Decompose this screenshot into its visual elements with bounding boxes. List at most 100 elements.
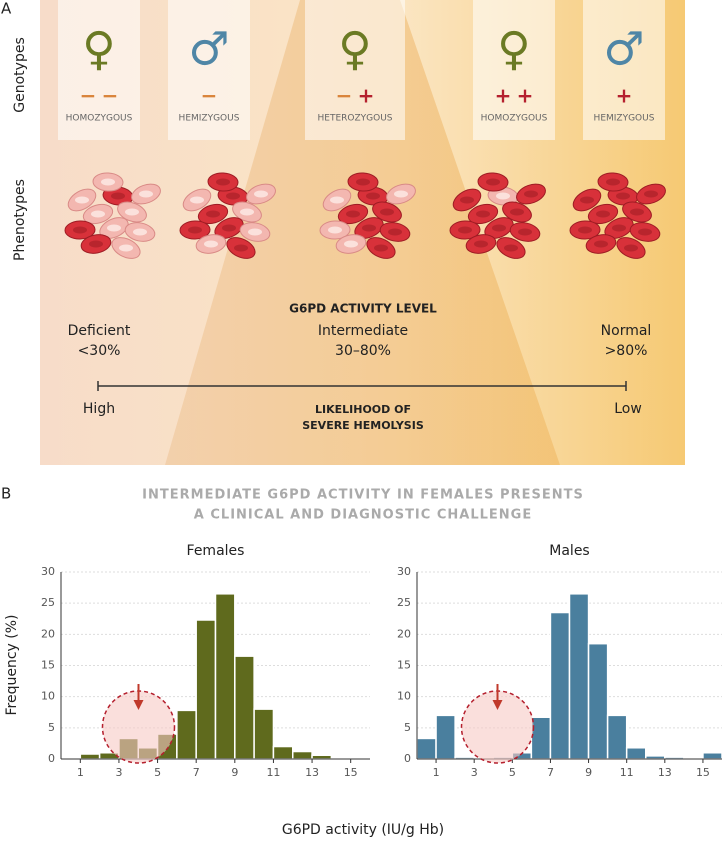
cell-center xyxy=(638,228,652,236)
x-tick-label: 15 xyxy=(344,766,358,779)
bar xyxy=(195,619,217,760)
bar xyxy=(272,745,294,760)
y-tick-label: 25 xyxy=(41,596,55,609)
figure-title: A CLINICAL AND DIAGNOSTIC CHALLENGE xyxy=(194,508,532,523)
cell-center xyxy=(125,208,139,216)
cell-center xyxy=(73,226,87,234)
genotype-box xyxy=(58,0,140,140)
cell-center xyxy=(226,192,240,200)
hemolysis-title: LIKELIHOOD OF xyxy=(315,403,411,416)
y-tick-label: 5 xyxy=(404,721,411,734)
cell-center xyxy=(644,190,658,198)
bar xyxy=(625,747,647,760)
y-tick-label: 30 xyxy=(41,565,55,578)
cell-center xyxy=(578,226,592,234)
y-tick-label: 0 xyxy=(404,752,411,765)
sex-symbol: ♂ xyxy=(188,22,229,76)
y-axis-label: Frequency (%) xyxy=(4,614,20,715)
x-tick-label: 11 xyxy=(266,766,280,779)
cell-center xyxy=(524,190,538,198)
bar xyxy=(549,611,571,760)
x-tick-label: 11 xyxy=(620,766,634,779)
genotype-box xyxy=(473,0,555,140)
y-tick-label: 30 xyxy=(397,565,411,578)
bar xyxy=(435,714,456,760)
cell-center xyxy=(580,196,594,204)
y-tick-label: 15 xyxy=(397,659,411,672)
y-tick-label: 0 xyxy=(48,752,55,765)
x-tick-label: 15 xyxy=(696,766,710,779)
bar xyxy=(234,655,255,760)
x-tick-label: 9 xyxy=(231,766,238,779)
y-tick-label: 20 xyxy=(397,627,411,640)
y-tick-label: 15 xyxy=(41,659,55,672)
genotype-label: HETEROZYGOUS xyxy=(318,114,393,124)
cell-center xyxy=(111,192,125,200)
x-tick-label: 3 xyxy=(471,766,478,779)
chart-title: Males xyxy=(549,543,589,559)
genotype-label: HEMIZYGOUS xyxy=(179,114,240,124)
figure-title: INTERMEDIATE G6PD ACTIVITY IN FEMALES PR… xyxy=(142,488,584,503)
cell-center xyxy=(139,190,153,198)
level-range: >80% xyxy=(605,343,648,359)
cell-center xyxy=(204,240,218,248)
cell-center xyxy=(362,224,376,232)
cell-center xyxy=(190,196,204,204)
bar xyxy=(292,750,313,760)
row-label: Phenotypes xyxy=(12,179,28,261)
cell-center xyxy=(388,228,402,236)
level-range: 30–80% xyxy=(335,343,391,359)
cell-center xyxy=(476,210,490,218)
cell-center xyxy=(624,244,638,252)
allele-sign: − xyxy=(80,84,97,108)
activity-title: G6PD ACTIVITY LEVEL xyxy=(289,302,437,316)
cell-center xyxy=(474,240,488,248)
bar xyxy=(311,754,333,760)
allele-sign: + xyxy=(358,84,375,108)
level-name: Intermediate xyxy=(318,323,408,339)
genotype-box xyxy=(583,0,665,140)
cell-center xyxy=(616,192,630,200)
genotype-label: HOMOZYGOUS xyxy=(66,114,133,124)
x-tick-label: 9 xyxy=(585,766,592,779)
cell-center xyxy=(328,226,342,234)
y-tick-label: 5 xyxy=(48,721,55,734)
sex-symbol: ♀ xyxy=(338,22,372,76)
cell-center xyxy=(206,210,220,218)
arrow-head xyxy=(133,700,144,710)
x-tick-label: 1 xyxy=(77,766,84,779)
bar xyxy=(530,716,552,760)
cell-center xyxy=(240,208,254,216)
cell-center xyxy=(504,244,518,252)
cell-center xyxy=(612,224,626,232)
cell-center xyxy=(380,208,394,216)
level-name: Normal xyxy=(601,323,652,339)
row-label: Genotypes xyxy=(12,37,28,112)
allele-sign: + xyxy=(517,84,534,108)
allele-sign: − xyxy=(336,84,353,108)
hemolysis-high: High xyxy=(83,401,115,417)
cell-center xyxy=(374,244,388,252)
hemolysis-title: SEVERE HEMOLYSIS xyxy=(302,419,424,432)
cell-center xyxy=(330,196,344,204)
cell-center xyxy=(606,178,620,186)
bar xyxy=(416,737,437,760)
cell-center xyxy=(366,192,380,200)
y-tick-label: 25 xyxy=(397,596,411,609)
hemolysis-low: Low xyxy=(614,401,642,417)
bar xyxy=(568,593,590,760)
cell-center xyxy=(89,240,103,248)
arrow-head xyxy=(492,700,503,710)
x-tick-label: 1 xyxy=(433,766,440,779)
bar xyxy=(214,593,236,760)
x-tick-label: 13 xyxy=(305,766,319,779)
x-tick-label: 5 xyxy=(154,766,161,779)
x-tick-label: 7 xyxy=(193,766,200,779)
cell-center xyxy=(630,208,644,216)
cell-center xyxy=(460,196,474,204)
x-tick-label: 13 xyxy=(658,766,672,779)
sex-symbol: ♂ xyxy=(603,22,644,76)
cell-center xyxy=(344,240,358,248)
allele-sign: − xyxy=(201,84,218,108)
allele-sign: − xyxy=(102,84,119,108)
